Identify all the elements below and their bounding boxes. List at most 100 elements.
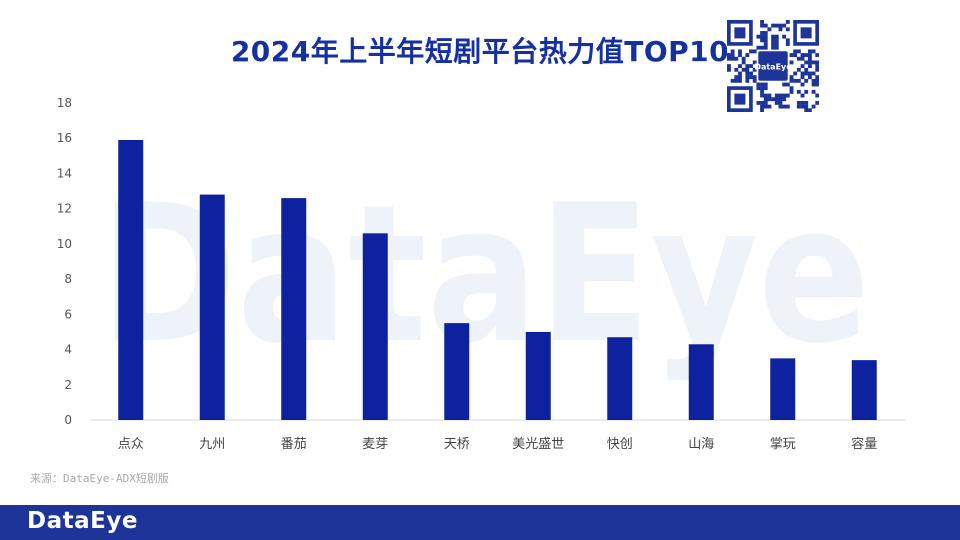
y-tick-label: 6: [64, 307, 72, 321]
qr-module: [763, 93, 768, 98]
qr-module: [745, 78, 750, 83]
qr-module: [807, 56, 812, 61]
qr-module: [771, 45, 776, 50]
qr-module: [738, 64, 742, 69]
qr-module: [752, 67, 757, 72]
qr-module: [785, 38, 790, 43]
qr-module: [774, 93, 779, 98]
footer-logo: DataEye: [27, 508, 138, 534]
y-axis: 0 2 4 6 8 10 12 14 16 18: [57, 96, 72, 427]
qr-module: [800, 100, 805, 105]
qr-module: [760, 45, 764, 50]
qr-module: [760, 89, 764, 94]
qr-module: [771, 34, 776, 39]
qr-module: [782, 97, 787, 102]
qr-module: [774, 34, 779, 39]
qr-module: [807, 53, 812, 57]
qr-module: [785, 104, 790, 109]
qr-module: [760, 20, 764, 24]
qr-module: [727, 56, 731, 61]
bar: [688, 344, 714, 420]
qr-module: [804, 53, 809, 57]
bar: [851, 360, 877, 420]
qr-module: [738, 49, 742, 54]
qr-module: [804, 100, 809, 105]
qr-module: [793, 49, 798, 54]
qr-logo-text: DataEye: [754, 63, 792, 72]
qr-module: [804, 67, 809, 72]
qr-module: [796, 100, 801, 105]
y-tick-label: 0: [64, 413, 72, 427]
y-tick-label: 16: [57, 131, 72, 145]
qr-module: [811, 104, 816, 109]
bar: [525, 331, 551, 420]
y-tick-label: 10: [57, 237, 72, 251]
qr-module: [767, 104, 772, 109]
bar: [607, 337, 633, 420]
qr-module: [730, 56, 735, 61]
qr-module: [760, 31, 764, 35]
qr-module: [796, 49, 801, 54]
qr-module: [815, 67, 819, 72]
qr-module: [789, 86, 794, 91]
qr-module: [774, 42, 779, 46]
qr-module: [752, 78, 757, 83]
qr-module: [738, 75, 742, 80]
qr-module: [756, 45, 761, 50]
qr-module: [796, 78, 801, 83]
qr-module: [796, 67, 801, 72]
qr-module: [815, 53, 819, 57]
qr-module: [807, 49, 812, 54]
qr-module: [734, 75, 739, 80]
qr-module: [734, 78, 739, 83]
qr-module: [760, 86, 764, 91]
qr-module: [745, 75, 750, 80]
qr-module: [727, 53, 731, 57]
qr-module: [738, 71, 742, 76]
qr-module: [763, 31, 768, 35]
qr-module: [752, 75, 757, 80]
qr-module: [815, 78, 819, 83]
qr-module: [800, 56, 805, 61]
qr-module: [815, 100, 819, 105]
qr-module: [756, 100, 761, 105]
qr-module: [811, 78, 816, 83]
qr-module: [778, 27, 783, 32]
qr-module: [763, 23, 768, 28]
qr-module: [800, 104, 805, 109]
qr-module: [785, 93, 790, 98]
qr-module: [785, 20, 790, 24]
qr-module: [760, 104, 764, 109]
qr-module: [782, 104, 787, 109]
qr-module: [789, 53, 794, 57]
qr-code: DataEye: [727, 20, 819, 112]
qr-module: [815, 64, 819, 69]
y-tick-label: 4: [64, 343, 72, 357]
qr-module: [730, 78, 735, 83]
qr-module: [774, 45, 779, 50]
qr-module: [756, 82, 761, 87]
qr-module: [756, 34, 761, 39]
qr-module: [800, 82, 805, 87]
source-note: 来源：DataEye-ADX短剧版: [30, 472, 169, 485]
qr-module: [815, 60, 819, 65]
qr-module: [800, 53, 805, 57]
qr-module: [763, 45, 768, 50]
qr-finder-core: [800, 27, 812, 39]
qr-module: [745, 71, 750, 76]
qr-module: [771, 38, 776, 43]
qr-module: [796, 89, 801, 94]
qr-module: [749, 71, 753, 76]
qr-finder-core: [734, 27, 746, 39]
x-tick-label: 天桥: [444, 437, 470, 452]
qr-module: [767, 93, 772, 98]
qr-module: [771, 42, 776, 46]
bar: [281, 198, 307, 420]
x-tick-label: 美光盛世: [512, 437, 564, 452]
qr-module: [796, 56, 801, 61]
qr-module: [774, 23, 779, 28]
qr-module: [804, 108, 809, 112]
qr-module: [804, 104, 809, 109]
qr-module: [730, 53, 735, 57]
qr-module: [789, 60, 794, 65]
